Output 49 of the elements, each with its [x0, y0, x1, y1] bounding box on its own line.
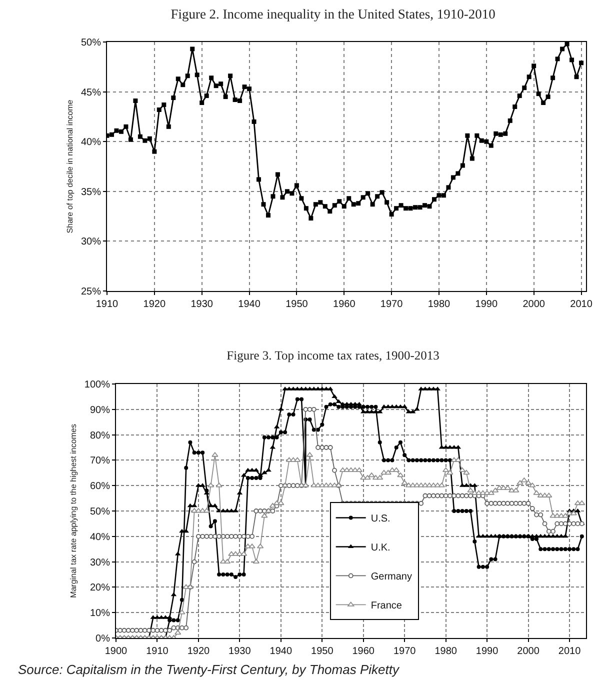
- x-tick-label: 1910: [146, 646, 169, 657]
- y-tick-label: 40%: [80, 137, 102, 148]
- x-tick-label: 2010: [570, 299, 593, 310]
- y-axis-title: Marginal tax rate applying to the highest incomes: [69, 424, 78, 598]
- y-tick-label: 40%: [90, 532, 110, 543]
- x-tick-label: 1910: [96, 299, 119, 310]
- x-tick-label: 1940: [238, 299, 261, 310]
- y-tick-label: 50%: [80, 38, 102, 48]
- y-tick-label: 35%: [80, 186, 102, 198]
- y-axis-title: Share of top decile in national income: [66, 99, 75, 234]
- x-tick-label: 1980: [428, 299, 451, 310]
- x-tick-label: 1900: [104, 646, 128, 657]
- legend-label: Germany: [370, 572, 412, 583]
- x-tick-label: 1980: [434, 646, 458, 657]
- x-tick-label: 1970: [380, 299, 404, 310]
- x-tick-label: 1920: [187, 646, 210, 657]
- y-tick-label: 30%: [90, 557, 110, 568]
- y-tick-label: 20%: [90, 582, 110, 594]
- y-tick-label: 90%: [90, 404, 110, 416]
- y-tick-label: 0%: [96, 634, 110, 644]
- legend-label: France: [370, 600, 402, 612]
- legend-label: U.S.: [370, 514, 390, 525]
- y-tick-label: 10%: [90, 608, 110, 620]
- y-tick-label: 70%: [90, 456, 110, 467]
- y-tick-label: 50%: [90, 506, 110, 518]
- y-tick-label: 45%: [80, 87, 102, 98]
- legend-label: U.K.: [370, 542, 390, 554]
- y-tick-label: 100%: [84, 380, 110, 390]
- chart-title: Figure 3. Top income tax rates, 1900-2013: [226, 348, 440, 362]
- x-tick-label: 1960: [352, 646, 375, 657]
- x-tick-label: 1990: [476, 646, 499, 657]
- source-note: Source: Capitalism in the Twenty-First Century, by Thomas Piketty: [18, 662, 400, 677]
- x-tick-label: 1920: [143, 299, 166, 310]
- x-tick-label: 1950: [311, 646, 334, 657]
- x-tick-label: 1970: [393, 646, 416, 657]
- y-tick-label: 60%: [90, 481, 110, 492]
- x-tick-label: 2010: [558, 646, 582, 657]
- x-tick-label: 1930: [228, 646, 252, 657]
- x-tick-label: 1950: [286, 299, 308, 310]
- x-tick-label: 2000: [517, 646, 540, 657]
- x-tick-label: 1930: [190, 299, 214, 310]
- y-tick-label: 80%: [90, 430, 110, 442]
- y-tick-label: 30%: [80, 236, 102, 248]
- x-tick-label: 1990: [475, 299, 498, 310]
- y-tick-label: 25%: [80, 286, 102, 298]
- chart-title: Figure 2. Income inequality in the United States, 1910-2010: [170, 6, 496, 22]
- x-tick-label: 1940: [270, 646, 292, 657]
- x-tick-label: 2000: [522, 299, 546, 310]
- x-tick-label: 1960: [333, 299, 356, 310]
